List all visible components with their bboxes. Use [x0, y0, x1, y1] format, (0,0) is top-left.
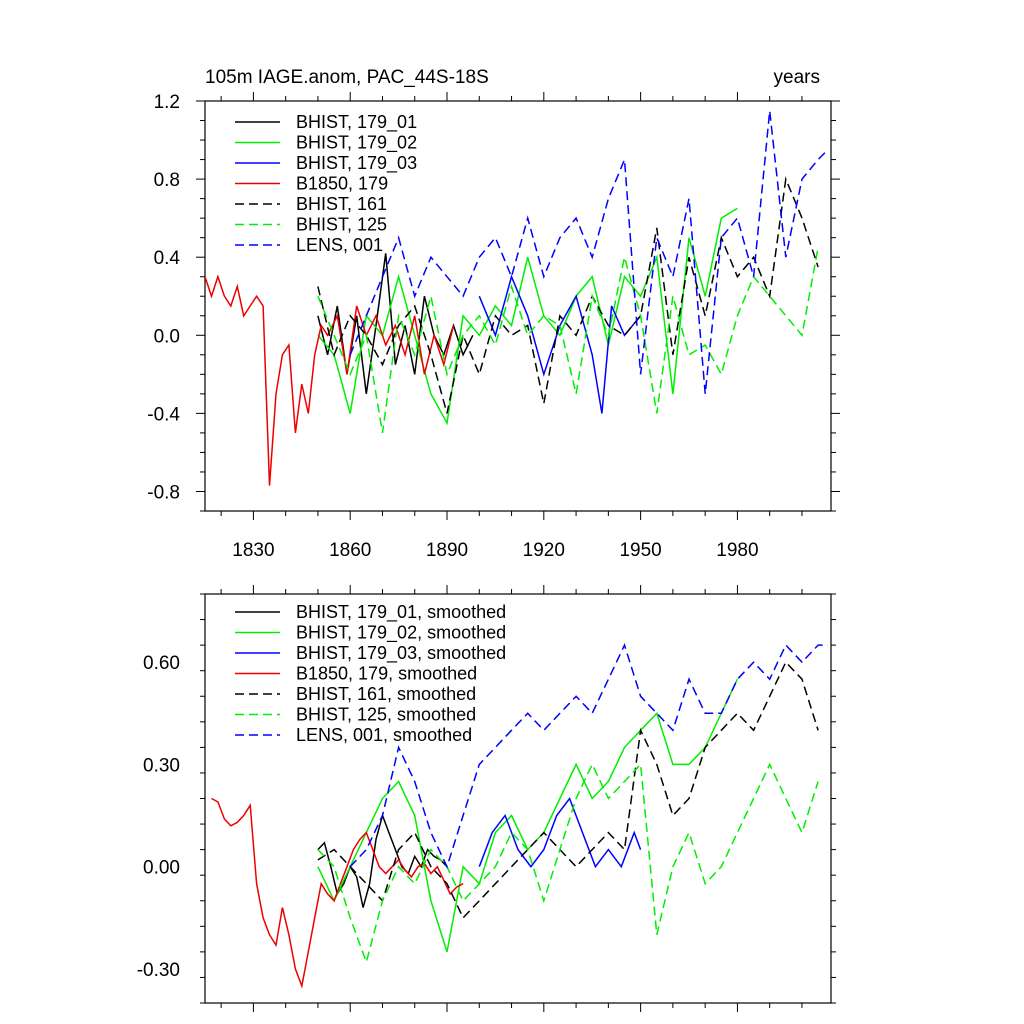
bottom-panel: -0.30 0.00 0.30 0.60 BHIST, 179_01, smoothed…: [137, 585, 836, 1012]
top-panel: 105m IAGE.anom, PAC_44S-18S years 1830 18…: [147, 67, 840, 561]
x-tick-label: 1890: [426, 540, 468, 561]
series-line-2: [478, 796, 642, 869]
units-label: years: [774, 67, 820, 88]
legend-label: BHIST, 179_02: [296, 133, 417, 154]
legend-label: LENS, 001, smoothed: [296, 725, 472, 745]
legend-label: BHIST, 179_03: [296, 153, 417, 174]
plot-frame: [204, 100, 832, 512]
legend-label: BHIST, 179_01: [296, 112, 417, 133]
legend-label: BHIST, 161: [296, 194, 387, 214]
x-tick-label: 1830: [232, 540, 274, 561]
y-tick-label: 0.0: [154, 326, 180, 347]
x-tick-label: 1920: [523, 540, 565, 561]
legend-label: BHIST, 161, smoothed: [296, 684, 476, 704]
legend-label: B1850, 179: [296, 174, 388, 194]
legend-label: LENS, 001: [296, 235, 383, 255]
panel-title: 105m IAGE.anom, PAC_44S-18S: [205, 67, 489, 88]
y-tick-label: 1.2: [154, 92, 180, 113]
y-tick-label: -0.4: [147, 404, 180, 425]
y-tick-label: 0.30: [143, 755, 180, 776]
series-line-3: [211, 797, 464, 989]
legend-label: BHIST, 125, smoothed: [296, 705, 476, 725]
y-tick-label: 0.4: [154, 248, 181, 269]
legend-label: BHIST, 179_01, smoothed: [296, 602, 506, 623]
x-tick-label: 1980: [716, 540, 758, 561]
legend-label: BHIST, 125: [296, 215, 387, 235]
x-tick-label: 1950: [619, 540, 661, 561]
series-line-5: [317, 247, 819, 434]
series-line-2: [478, 274, 642, 414]
series-line-0: [317, 253, 474, 395]
series-line-5: [317, 762, 819, 965]
y-tick-label: 0.00: [143, 858, 180, 879]
legend-label: B1850, 179, smoothed: [296, 664, 477, 684]
series-line-6: [349, 643, 828, 869]
legend-label: BHIST, 179_03, smoothed: [296, 643, 506, 664]
series-line-6: [349, 110, 829, 394]
y-tick-label: -0.8: [147, 482, 180, 503]
legend-label: BHIST, 179_02, smoothed: [296, 623, 506, 644]
series-line-3: [205, 274, 455, 486]
y-tick-label: 0.60: [143, 653, 180, 674]
x-tick-label: 1860: [329, 540, 371, 561]
series-line-4: [317, 660, 819, 920]
series-line-1: [317, 207, 738, 426]
y-tick-label: -0.30: [137, 960, 180, 981]
y-tick-label: 0.8: [154, 170, 180, 191]
